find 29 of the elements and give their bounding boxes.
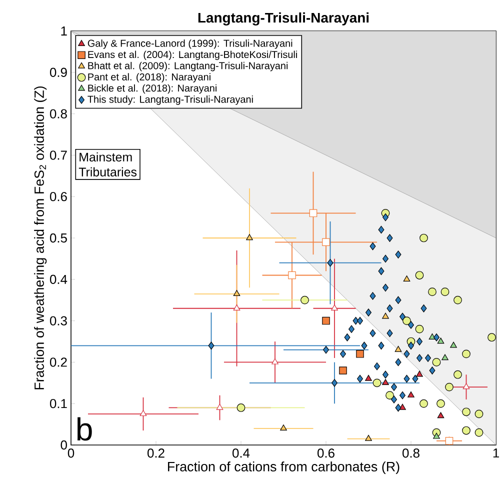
- annotation: Mainstem: [80, 152, 132, 162]
- legend-label: Bickle et al. (2018): Narayani: [88, 84, 216, 94]
- x-tick-label: 0.6: [318, 448, 334, 458]
- x-tick-label: 0.2: [148, 448, 164, 458]
- y-tick-label: 0.3: [50, 316, 67, 326]
- y-tick-label: 0.2: [50, 358, 67, 367]
- legend-label: Galy & France-Lanord (1999): Trisuli-Narayani: [88, 40, 292, 49]
- legend-label: Pant et al. (2018): Narayani: [88, 73, 210, 82]
- x-axis-title: Fraction of cations from carbonates (R): [168, 462, 400, 474]
- legend-label: This study: Langtang-Trisuli-Narayani: [88, 96, 253, 105]
- x-tick-label: 0: [68, 448, 74, 458]
- y-axis-title: Fraction of weathering acid from FeS$_{2}$ oxidation (Z): [34, 86, 47, 390]
- y-tick-label: 1: [61, 26, 67, 36]
- y-tick-label: 0: [60, 440, 67, 450]
- x-tick-label: 1: [493, 448, 499, 458]
- y-tick-label: 0.4: [50, 274, 68, 284]
- y-tick-label: 0.9: [50, 68, 67, 77]
- chart-title: Langtang-Trisuli-Narayani: [198, 12, 369, 26]
- y-tick-label: 0.8: [50, 109, 67, 118]
- y-tick-label: 0.5: [50, 233, 67, 243]
- x-tick-label: 0.4: [232, 448, 250, 458]
- y-tick-label: 0.7: [50, 150, 67, 160]
- annotation: Tributaries: [78, 167, 137, 176]
- legend-label: Bhatt et al. (2009): Langtang-Trisuli-Narayani: [88, 62, 288, 72]
- annotation: b: [77, 417, 92, 441]
- y-tick-label: 0.6: [50, 192, 67, 202]
- legend-label: Evans et al. (2004): Langtang-BhoteKosi/Trisuli: [88, 50, 297, 60]
- y-tick-label: 0.1: [50, 399, 67, 408]
- x-tick-label: 0.8: [402, 448, 420, 458]
